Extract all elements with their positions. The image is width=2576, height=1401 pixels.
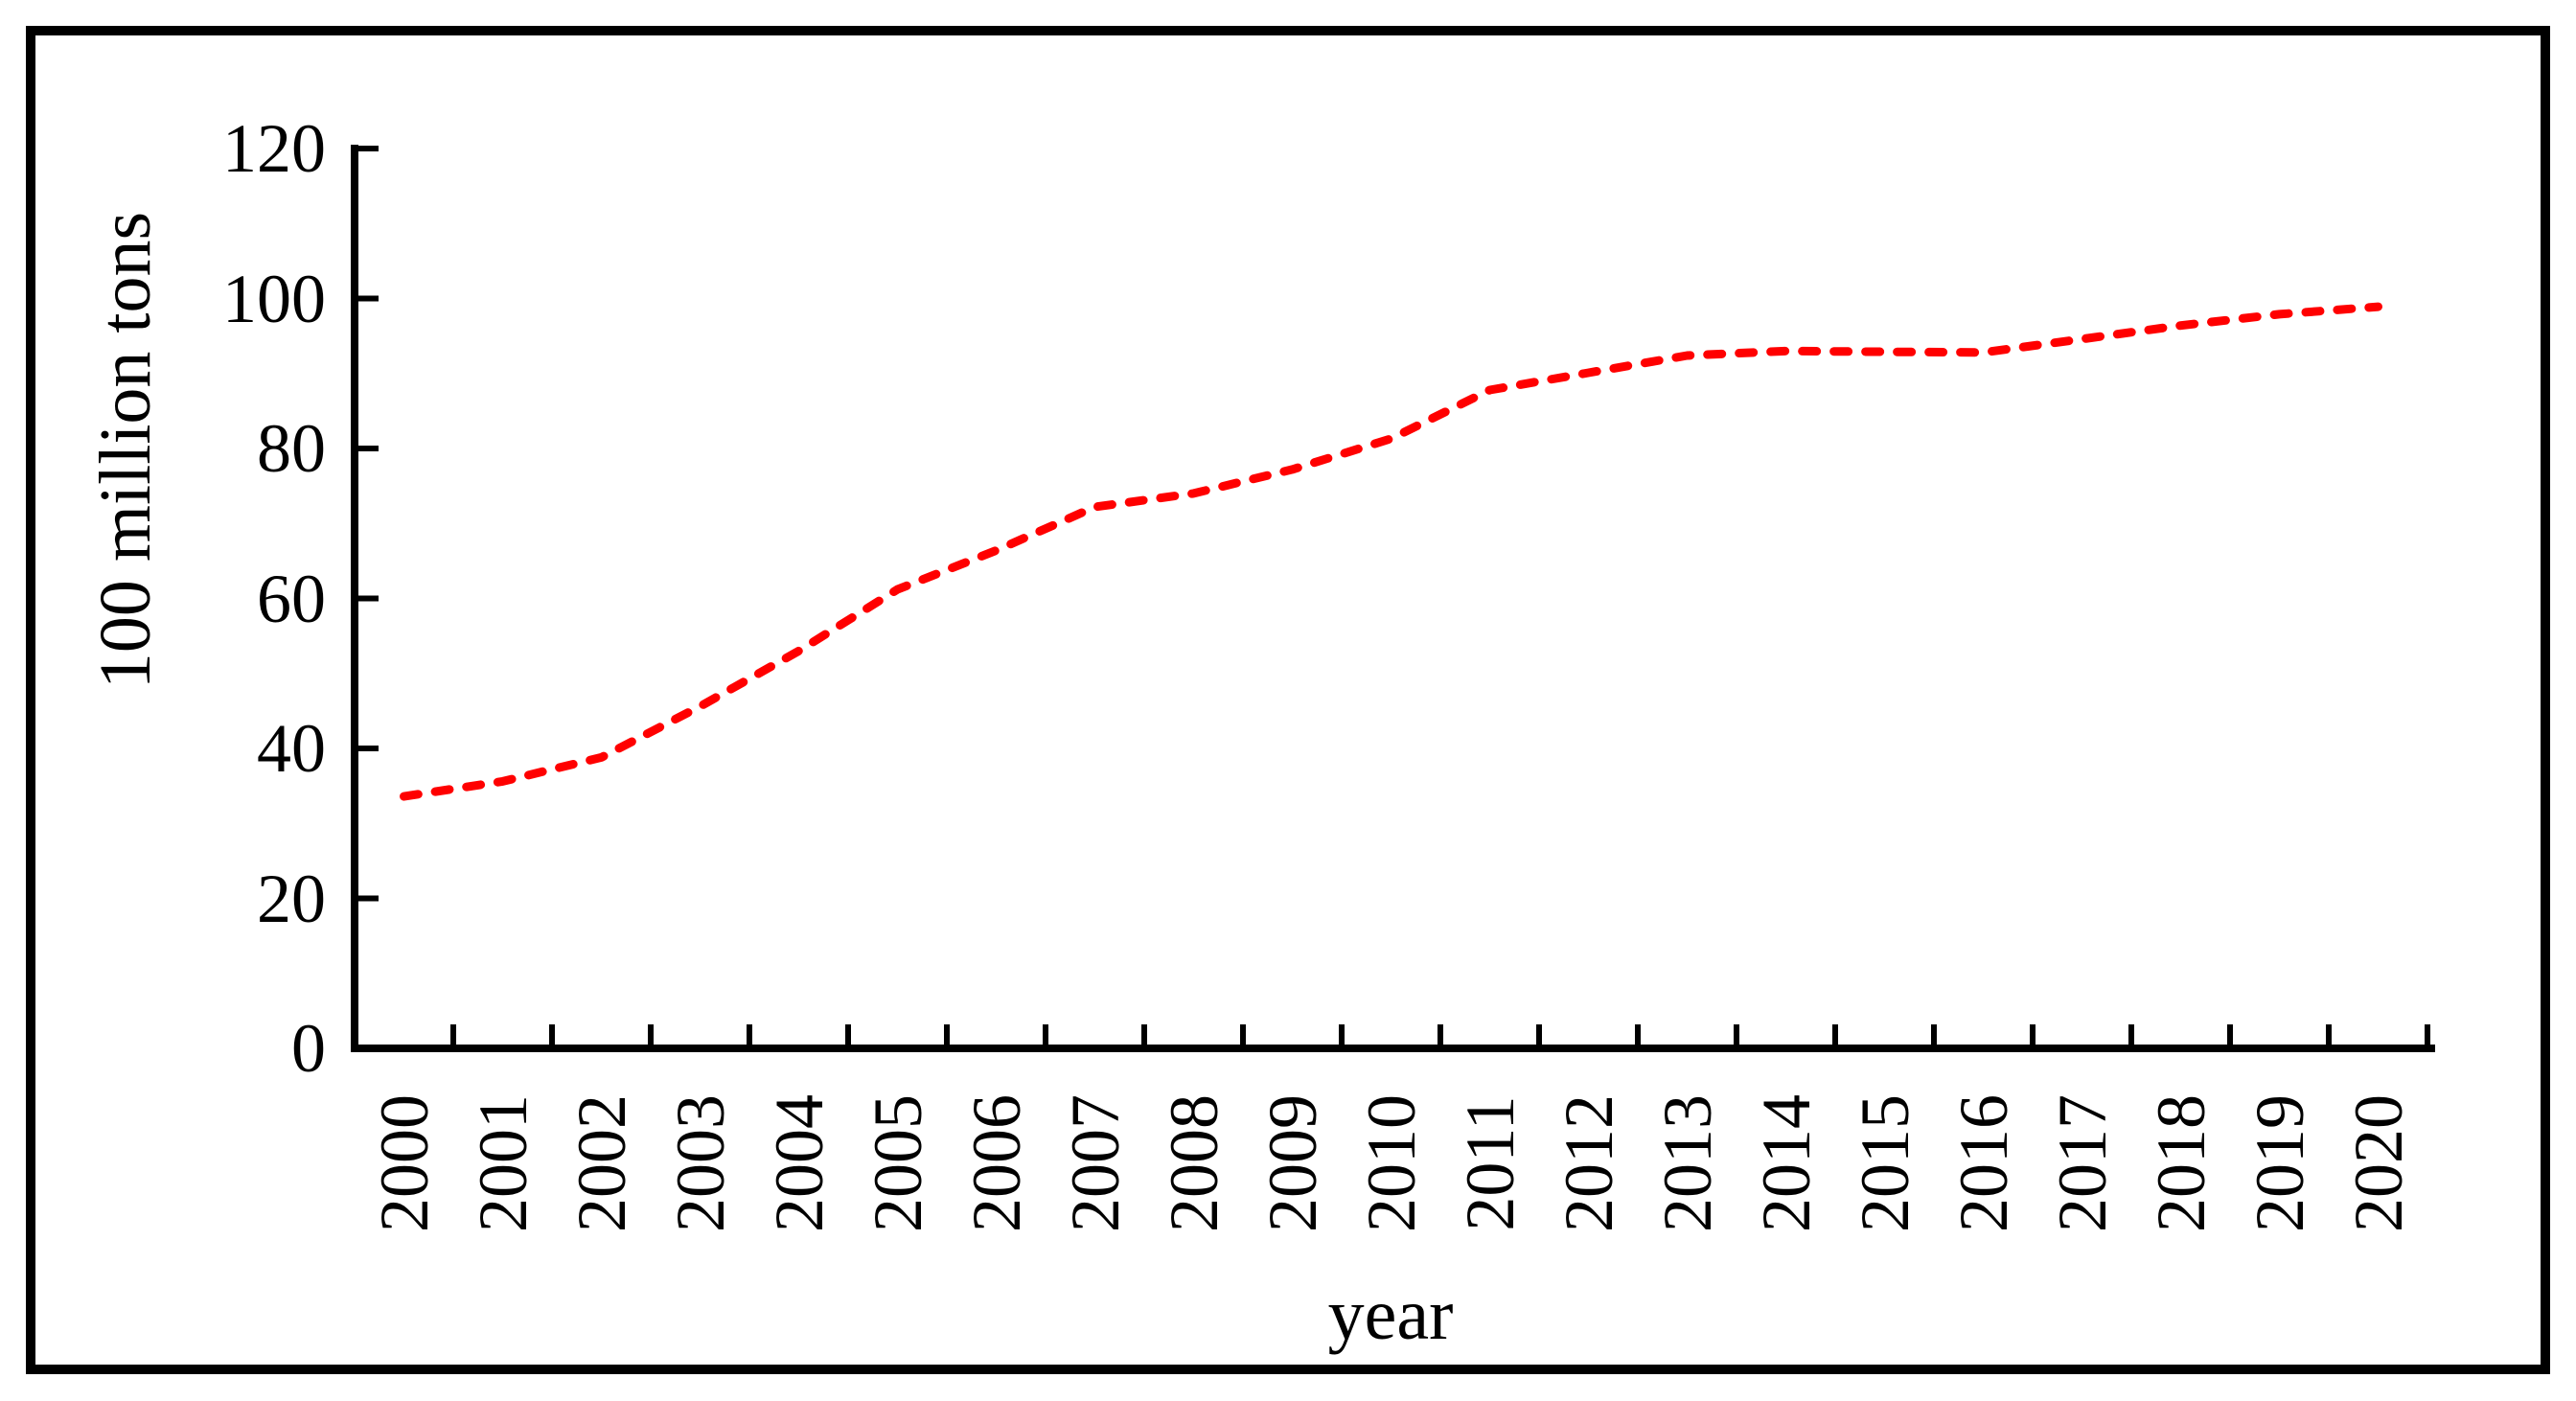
- data-series-dashed-line: [400, 302, 2382, 801]
- x-tick-label: 2003: [661, 1094, 739, 1232]
- x-tick-label: 2009: [1254, 1094, 1331, 1232]
- axes: [351, 145, 2435, 1052]
- x-tick-label: 2010: [1352, 1094, 1430, 1232]
- x-tick-label: 2016: [1944, 1094, 2022, 1232]
- x-tick-label: 2000: [365, 1094, 443, 1232]
- y-tick-label: 60: [257, 560, 326, 637]
- y-tick-label: 120: [222, 110, 326, 187]
- y-tick-label: 0: [291, 1010, 326, 1087]
- y-tick-label: 40: [257, 710, 326, 787]
- x-tick-label: 2005: [859, 1094, 936, 1232]
- x-tick-label: 2018: [2142, 1094, 2220, 1232]
- x-tick-label: 2004: [760, 1094, 838, 1232]
- x-tick-label: 2015: [1846, 1094, 1923, 1232]
- y-tick-label: 100: [222, 260, 326, 337]
- x-tick-label: 2002: [563, 1094, 640, 1232]
- y-tick-label: 80: [257, 410, 326, 487]
- y-axis-title: 100 million tons: [85, 211, 166, 690]
- x-axis-title: year: [1327, 1275, 1454, 1355]
- x-tick-label: 2006: [957, 1094, 1035, 1232]
- x-tick-label: 2012: [1550, 1094, 1627, 1232]
- x-tick-label: 2014: [1747, 1094, 1825, 1232]
- x-tick-label: 2017: [2043, 1094, 2121, 1232]
- x-tick-label: 2013: [1648, 1094, 1726, 1232]
- x-tick-label: 2019: [2241, 1094, 2318, 1232]
- x-tick-label: 2008: [1155, 1094, 1232, 1232]
- x-tick-label: 2001: [464, 1094, 541, 1232]
- x-tick-label: 2007: [1056, 1094, 1134, 1232]
- figure-border: [26, 26, 2550, 1374]
- y-tick-label: 20: [257, 860, 326, 937]
- x-tick-label: 2011: [1451, 1095, 1529, 1231]
- x-tick-label: 2020: [2339, 1094, 2417, 1232]
